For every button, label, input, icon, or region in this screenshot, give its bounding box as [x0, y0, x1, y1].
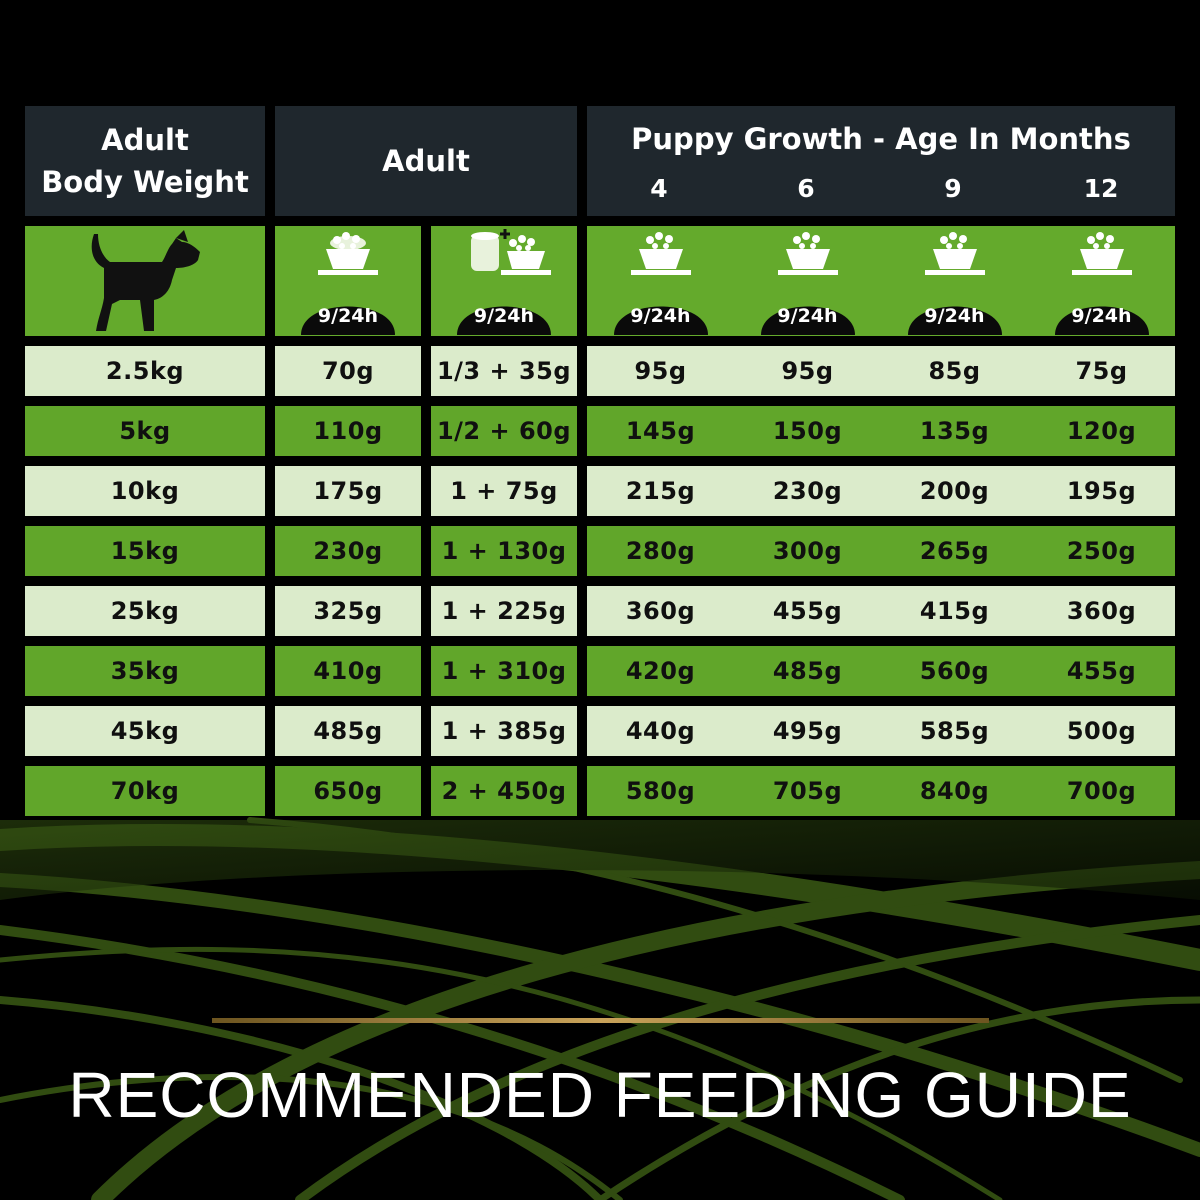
- icon-label: 9/24h: [924, 305, 985, 327]
- cell-puppy-9: 560g: [919, 657, 990, 685]
- dog-icon: [91, 230, 200, 331]
- icon-cell-puppy: 9/24h 9/24h 9/24h 9/24h: [587, 226, 1175, 336]
- food-bowl-icon: [613, 232, 708, 335]
- cell-puppy-12: 700g: [1066, 777, 1137, 805]
- cell-adult-mixed: 1/3 + 35g: [431, 346, 577, 396]
- cell-adult-dry: 325g: [275, 586, 421, 636]
- header-puppy-label: Puppy Growth - Age In Months: [631, 122, 1131, 156]
- cell-puppy-4: 215g: [625, 477, 696, 505]
- icon-label: 9/24h: [317, 305, 379, 327]
- food-bowl-icon: [907, 232, 1002, 335]
- cell-puppy-12: 75g: [1075, 357, 1128, 385]
- cell-weight: 45kg: [25, 706, 265, 756]
- icon-cell-adult-mixed: 9/24h: [431, 226, 577, 336]
- puppy-row-bg: [587, 706, 1175, 756]
- puppy-row-bg: [587, 526, 1175, 576]
- header-adult: Adult: [275, 106, 577, 216]
- cell-adult-mixed: 1 + 310g: [431, 646, 577, 696]
- cell-adult-mixed: 1 + 130g: [431, 526, 577, 576]
- cell-weight: 5kg: [25, 406, 265, 456]
- icon-label: 9/24h: [630, 305, 691, 327]
- cell-puppy-9: 415g: [919, 597, 990, 625]
- cell-weight: 15kg: [25, 526, 265, 576]
- icon-label: 9/24h: [473, 305, 535, 327]
- cell-puppy-12: 455g: [1066, 657, 1137, 685]
- cell-adult-dry: 230g: [275, 526, 421, 576]
- cell-puppy-9: 85g: [928, 357, 981, 385]
- cell-adult-mixed: 2 + 450g: [431, 766, 577, 816]
- cell-puppy-9: 585g: [919, 717, 990, 745]
- cell-puppy-4: 280g: [625, 537, 696, 565]
- cell-weight: 25kg: [25, 586, 265, 636]
- cell-weight: 10kg: [25, 466, 265, 516]
- puppy-row-bg: [587, 406, 1175, 456]
- cell-puppy-4: 440g: [625, 717, 696, 745]
- cell-puppy-9: 840g: [919, 777, 990, 805]
- can-plus-bowl-icon: [457, 229, 551, 335]
- month-12: 12: [1083, 174, 1119, 203]
- header-weight: Adult Body Weight: [25, 106, 265, 216]
- puppy-row-bg: [587, 466, 1175, 516]
- cell-puppy-6: 300g: [772, 537, 843, 565]
- cell-puppy-12: 120g: [1066, 417, 1137, 445]
- cell-adult-dry: 70g: [275, 346, 421, 396]
- puppy-row-bg: [587, 766, 1175, 816]
- cell-puppy-9: 265g: [919, 537, 990, 565]
- puppy-row-bg: [587, 646, 1175, 696]
- cell-puppy-6: 455g: [772, 597, 843, 625]
- cell-puppy-6: 150g: [772, 417, 843, 445]
- cell-adult-mixed: 1 + 75g: [431, 466, 577, 516]
- food-bowl-icon: [760, 232, 855, 335]
- cell-puppy-6: 495g: [772, 717, 843, 745]
- cell-weight: 70kg: [25, 766, 265, 816]
- cell-puppy-9: 200g: [919, 477, 990, 505]
- cell-puppy-4: 360g: [625, 597, 696, 625]
- cell-puppy-12: 500g: [1066, 717, 1137, 745]
- gold-divider: [212, 1018, 989, 1023]
- cell-adult-mixed: 1 + 385g: [431, 706, 577, 756]
- cell-puppy-12: 250g: [1066, 537, 1137, 565]
- cell-puppy-4: 95g: [634, 357, 687, 385]
- food-bowl-icon: [301, 232, 395, 335]
- cell-puppy-12: 360g: [1066, 597, 1137, 625]
- month-4: 4: [650, 174, 668, 203]
- cell-adult-dry: 650g: [275, 766, 421, 816]
- icon-cell-adult-dry: 9/24h: [275, 226, 421, 336]
- cell-puppy-6: 705g: [772, 777, 843, 805]
- cell-adult-mixed: 1 + 225g: [431, 586, 577, 636]
- cell-puppy-4: 580g: [625, 777, 696, 805]
- cell-puppy-4: 420g: [625, 657, 696, 685]
- header-weight-line1: Adult: [101, 123, 189, 157]
- cell-adult-dry: 410g: [275, 646, 421, 696]
- cell-adult-dry: 110g: [275, 406, 421, 456]
- cell-puppy-12: 195g: [1066, 477, 1137, 505]
- cell-adult-dry: 485g: [275, 706, 421, 756]
- cell-weight: 2.5kg: [25, 346, 265, 396]
- header-weight-line2: Body Weight: [41, 165, 249, 199]
- puppy-row-bg: [587, 586, 1175, 636]
- icon-cell-dog: [25, 226, 265, 336]
- icon-label: 9/24h: [1071, 305, 1132, 327]
- cell-puppy-6: 485g: [772, 657, 843, 685]
- cell-puppy-6: 95g: [781, 357, 834, 385]
- cell-puppy-6: 230g: [772, 477, 843, 505]
- month-6: 6: [797, 174, 815, 203]
- icon-label: 9/24h: [777, 305, 838, 327]
- puppy-row-bg: [587, 346, 1175, 396]
- footer-title: RECOMMENDED FEEDING GUIDE: [68, 1059, 1132, 1131]
- cell-weight: 35kg: [25, 646, 265, 696]
- header-adult-label: Adult: [382, 144, 470, 178]
- cell-adult-mixed: 1/2 + 60g: [431, 406, 577, 456]
- cell-puppy-9: 135g: [919, 417, 990, 445]
- cell-puppy-4: 145g: [625, 417, 696, 445]
- header-puppy: Puppy Growth - Age In Months: [587, 106, 1175, 216]
- month-9: 9: [944, 174, 962, 203]
- food-bowl-icon: [1054, 232, 1149, 335]
- cell-adult-dry: 175g: [275, 466, 421, 516]
